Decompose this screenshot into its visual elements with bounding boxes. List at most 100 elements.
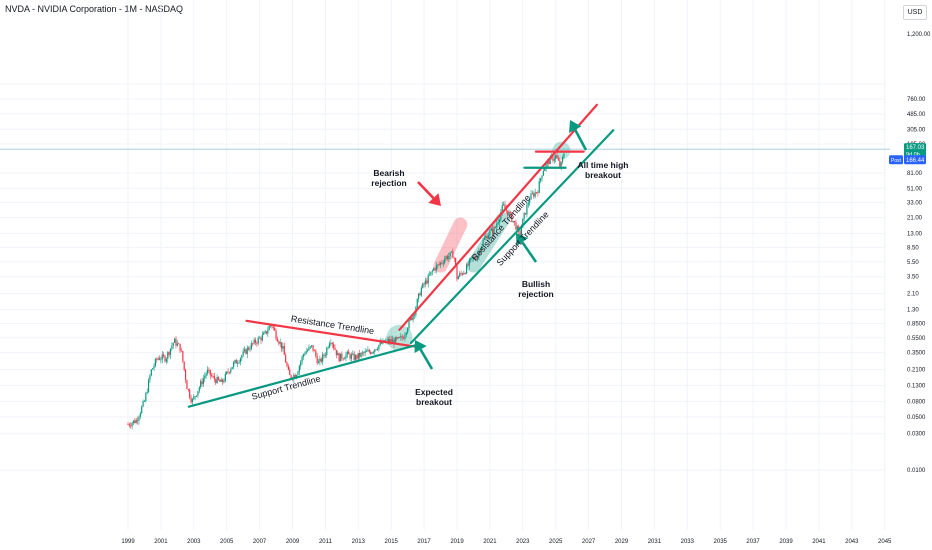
- y-tick-label: 1,200.00: [907, 32, 931, 38]
- candle-body: [216, 377, 218, 384]
- candle-body: [187, 389, 189, 391]
- arrow-head: [569, 120, 582, 133]
- y-tick-label: 0.5500: [907, 336, 926, 342]
- x-axis: 1999 2001 2003 2005 2007 2009 2011 2013 2015 2017…: [121, 539, 892, 545]
- candle-body: [212, 375, 214, 377]
- candle-body: [172, 342, 174, 346]
- arrow-shaft: [521, 241, 538, 263]
- candle-body: [335, 349, 337, 356]
- candle-body: [456, 265, 458, 280]
- y-tick-label: 5.50: [907, 260, 919, 266]
- candle-body: [534, 192, 536, 197]
- candle-body: [457, 276, 459, 280]
- candle-body: [276, 338, 279, 342]
- candle-body: [227, 371, 229, 373]
- y-tick-label: 0.3500: [907, 351, 926, 357]
- candle-body: [249, 349, 251, 350]
- candle-body: [342, 358, 344, 360]
- candle-body: [422, 283, 424, 288]
- candle-body: [544, 168, 546, 172]
- candle-body: [487, 235, 490, 239]
- candle-body: [309, 346, 311, 348]
- x-tick-label: 2011: [319, 539, 333, 545]
- candle-body: [563, 153, 565, 158]
- arrows: [414, 120, 588, 370]
- bullish-rejection-annotation-line2: rejection: [518, 289, 553, 299]
- expected-breakout-annotation-line1: Expected: [415, 387, 453, 397]
- candle-body: [238, 362, 240, 364]
- candle-body: [345, 354, 347, 359]
- candle-body: [442, 262, 444, 264]
- candle-body: [352, 353, 354, 355]
- candle-body: [559, 160, 561, 167]
- candle-body: [354, 355, 357, 360]
- candle-body: [330, 342, 332, 344]
- candle-body: [371, 352, 373, 354]
- candle-body: [195, 395, 198, 397]
- candle-body: [260, 337, 262, 341]
- candle-body: [323, 354, 325, 356]
- candle-body: [322, 354, 324, 362]
- candle-body: [268, 325, 270, 331]
- candle-body: [444, 258, 446, 263]
- candle-body: [524, 213, 527, 215]
- x-tick-label: 2043: [845, 539, 859, 545]
- candle-body: [146, 391, 148, 394]
- candle-body: [445, 256, 447, 259]
- x-tick-label: 2029: [615, 539, 629, 545]
- candle-body: [430, 271, 432, 275]
- candle-body: [215, 379, 217, 384]
- candle-body: [191, 399, 194, 403]
- candle-body: [441, 262, 443, 264]
- candle-body: [201, 381, 203, 385]
- candle-body: [389, 339, 391, 342]
- candle-body: [542, 171, 544, 176]
- candle-body: [143, 401, 146, 402]
- candle-body: [157, 358, 159, 360]
- candle-body: [237, 362, 239, 364]
- candle-body: [483, 237, 486, 241]
- candle-body: [131, 422, 133, 427]
- candle-body: [226, 371, 228, 374]
- x-tick-label: 2041: [812, 539, 826, 545]
- bearish-rejection-annotation-line1: Bearish: [373, 168, 404, 178]
- candle-body: [535, 192, 538, 194]
- candle-body: [179, 343, 181, 351]
- x-tick-label: 2009: [286, 539, 300, 545]
- candle-body: [381, 341, 383, 344]
- arrow-head: [428, 193, 441, 206]
- candle-body: [305, 351, 307, 354]
- candle-body: [190, 397, 192, 403]
- candle-body: [523, 213, 525, 219]
- candle-body: [412, 315, 414, 320]
- currency-button[interactable]: USD: [903, 5, 927, 20]
- candle-body: [200, 381, 202, 388]
- x-tick-label: 1999: [121, 539, 135, 545]
- candle-body: [408, 319, 410, 329]
- arrow-head: [414, 340, 427, 354]
- candle-body: [511, 212, 513, 222]
- candle-body: [459, 273, 461, 277]
- candle-body: [301, 356, 303, 362]
- bullish-rejection-annotation-line1: Bullish: [522, 279, 550, 289]
- candle-body: [319, 358, 321, 362]
- candle-body: [250, 343, 252, 350]
- y-tick-label: 51.00: [907, 186, 923, 192]
- candle-body: [287, 366, 289, 370]
- y-tick-label: 33.00: [907, 201, 923, 207]
- candle-body: [494, 227, 496, 228]
- candle-body: [331, 342, 333, 345]
- candle-body: [156, 359, 158, 360]
- candle-body: [154, 359, 157, 366]
- candle-body: [387, 339, 390, 342]
- candle-body: [472, 256, 475, 258]
- candle-body: [274, 328, 276, 331]
- candle-body: [324, 355, 326, 356]
- candle-body: [552, 156, 554, 161]
- candle-body: [482, 240, 484, 247]
- candle-body: [397, 337, 399, 339]
- grid: [0, 0, 890, 530]
- y-axis: 1,200.00760.00485.00305.00195.0081.0051.…: [907, 32, 931, 474]
